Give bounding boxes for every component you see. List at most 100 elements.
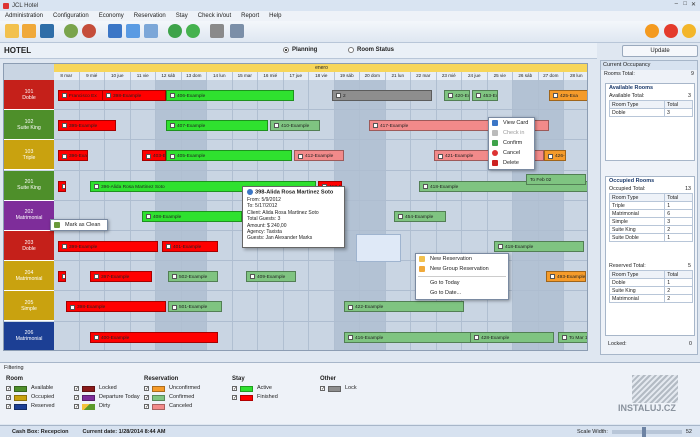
day-column[interactable] — [105, 80, 131, 350]
reservation-bar[interactable] — [58, 180, 66, 192]
menu-report[interactable]: Report — [241, 13, 260, 19]
table-row[interactable]: Simple 3 — [608, 217, 693, 226]
room-206[interactable]: 206 Matrimonial — [4, 321, 54, 350]
gold-user-icon[interactable] — [682, 24, 696, 38]
phone-icon[interactable] — [108, 24, 122, 38]
open-folder-icon[interactable] — [22, 24, 36, 38]
reservation-bar[interactable]: 398-Example — [66, 301, 166, 313]
selected-cells[interactable] — [356, 234, 401, 262]
cancel-item[interactable]: Cancel — [489, 148, 534, 158]
menu-help[interactable]: Help — [269, 13, 282, 19]
table-row[interactable]: Matrimonial 6 — [608, 209, 693, 218]
table-row[interactable]: Suite Doble 1 — [608, 233, 693, 242]
filter-checkbox[interactable]: ✓ — [74, 386, 80, 392]
reservation-bar[interactable]: 409-Example — [246, 271, 296, 283]
filter-checkbox[interactable]: ✓ — [144, 404, 150, 410]
filter-active[interactable]: ✓ Active — [232, 384, 278, 393]
room-204[interactable]: 204 Matrimonial — [4, 261, 54, 292]
table-row[interactable]: Suite King 2 — [608, 286, 693, 295]
orange-user-icon[interactable] — [645, 24, 659, 38]
reservation-bar[interactable]: 420-Exa — [444, 90, 470, 101]
reservation-bar[interactable]: 398-Example — [102, 90, 166, 101]
reservation-bar[interactable]: 453-Exa — [472, 90, 498, 101]
reservation-bar[interactable]: 399-Example — [58, 241, 158, 252]
table-row[interactable]: Doble 1 — [608, 278, 693, 287]
check-in-item[interactable]: Check in — [489, 128, 534, 138]
filter-checkbox[interactable]: ✓ — [6, 386, 12, 392]
card-context-menu[interactable]: View Card Check in Confirm Cancel Delete — [488, 117, 535, 170]
filter-lock[interactable]: ✓ Lock — [320, 384, 357, 393]
network-icon[interactable] — [144, 24, 158, 38]
filter-checkbox[interactable]: ✓ — [6, 395, 12, 401]
table-row[interactable]: Triple 1 — [608, 201, 693, 210]
reservation-bar[interactable]: 422-Example — [344, 301, 464, 313]
reservation-bar[interactable]: 401-Example — [162, 241, 218, 252]
minimize-button[interactable]: – — [674, 1, 678, 7]
update-button[interactable]: Update — [622, 45, 698, 57]
reservation-bar[interactable]: 454-Example — [394, 210, 446, 222]
room-203[interactable]: 203 Doble — [4, 231, 54, 261]
reservation-bar[interactable]: 407-Example — [166, 120, 268, 132]
menu-check-in-out[interactable]: Check in/out — [197, 13, 232, 19]
room-205[interactable]: 205 Simple — [4, 291, 54, 322]
filter-departure-today[interactable]: ✓ Departure Today — [74, 393, 140, 402]
reservation-bar[interactable]: 397-Example — [90, 271, 152, 283]
tools-icon[interactable] — [230, 24, 244, 38]
day-column[interactable] — [54, 80, 80, 350]
reservation-bar[interactable]: 502-Example — [168, 271, 218, 283]
menu-stay[interactable]: Stay — [175, 13, 188, 19]
reservation-bar[interactable]: 400-Example — [90, 331, 218, 343]
go-to-date-item[interactable]: Go to Date... — [430, 290, 462, 296]
filter-reserved[interactable]: ✓ Reserved — [6, 402, 55, 411]
monitor-icon[interactable] — [40, 24, 54, 38]
add-user-icon[interactable] — [64, 24, 78, 38]
user-arrow-icon[interactable] — [82, 24, 96, 38]
filter-checkbox[interactable]: ✓ — [232, 395, 238, 401]
play-icon[interactable] — [186, 24, 200, 38]
table-row[interactable]: Suite King 2 — [608, 225, 693, 234]
filter-checkbox[interactable]: ✓ — [144, 386, 150, 392]
reservation-bar[interactable]: 405-Example — [166, 150, 292, 162]
maximize-button[interactable]: □ — [683, 1, 687, 7]
room-101[interactable]: 101 Doble — [4, 80, 54, 110]
cart-icon[interactable] — [126, 24, 140, 38]
reservation-bar[interactable]: 395-Example — [58, 120, 116, 132]
filter-checkbox[interactable]: ✓ — [74, 395, 80, 401]
reservation-bar[interactable]: 425-Exa — [549, 90, 587, 101]
new-folder-icon[interactable] — [5, 24, 19, 38]
reservation-bar[interactable]: 396-Exam — [58, 150, 88, 162]
day-column[interactable] — [80, 80, 105, 350]
room-status-radio[interactable]: Room Status — [348, 47, 394, 53]
filter-checkbox[interactable]: ✓ — [74, 404, 80, 410]
mark-clean-menu[interactable]: Mark as Clean — [50, 219, 108, 231]
new-reservation-item[interactable]: New Reservation — [416, 254, 508, 264]
filter-checkbox[interactable]: ✓ — [320, 386, 326, 392]
filter-canceled[interactable]: ✓ Canceled — [144, 402, 200, 411]
reservation-bar[interactable]: 426-Exa — [544, 150, 566, 162]
new-group-reservation-item[interactable]: New Group Reservation — [416, 264, 508, 274]
menu-administration[interactable]: Administration — [5, 13, 44, 19]
reservation-bar[interactable] — [58, 271, 66, 283]
day-column[interactable] — [564, 80, 587, 350]
reservation-bar[interactable]: 417-Example — [369, 120, 549, 132]
table-row[interactable]: Doble 3 — [608, 108, 693, 117]
filter-confirmed[interactable]: ✓ Confirmed — [144, 393, 200, 402]
room-103[interactable]: 103 Triple — [4, 140, 54, 171]
day-column[interactable] — [488, 80, 513, 350]
menu-economy[interactable]: Economy — [98, 13, 124, 19]
reservation-bar[interactable]: 416-Example — [344, 331, 474, 343]
planning-radio[interactable]: Planning — [283, 47, 317, 53]
reservation-bar[interactable]: 493-Example — [546, 271, 586, 283]
scale-slider[interactable] — [611, 426, 682, 437]
reservation-bar[interactable]: 501-Example — [168, 301, 222, 313]
grid-context-menu[interactable]: New Reservation New Group Reservation Go… — [415, 253, 509, 300]
close-button[interactable]: ✕ — [690, 2, 696, 8]
reservation-bar[interactable]: Francisco Ex — [58, 90, 104, 101]
day-column[interactable] — [462, 80, 488, 350]
reservation-bar[interactable]: To Feb 02 — [526, 174, 586, 185]
menu-reservation[interactable]: Reservation — [133, 13, 166, 19]
day-column[interactable] — [437, 80, 462, 350]
room-102[interactable]: 102 Suite King — [4, 110, 54, 141]
filter-checkbox[interactable]: ✓ — [6, 404, 12, 410]
confirm-item[interactable]: Confirm — [489, 138, 534, 148]
